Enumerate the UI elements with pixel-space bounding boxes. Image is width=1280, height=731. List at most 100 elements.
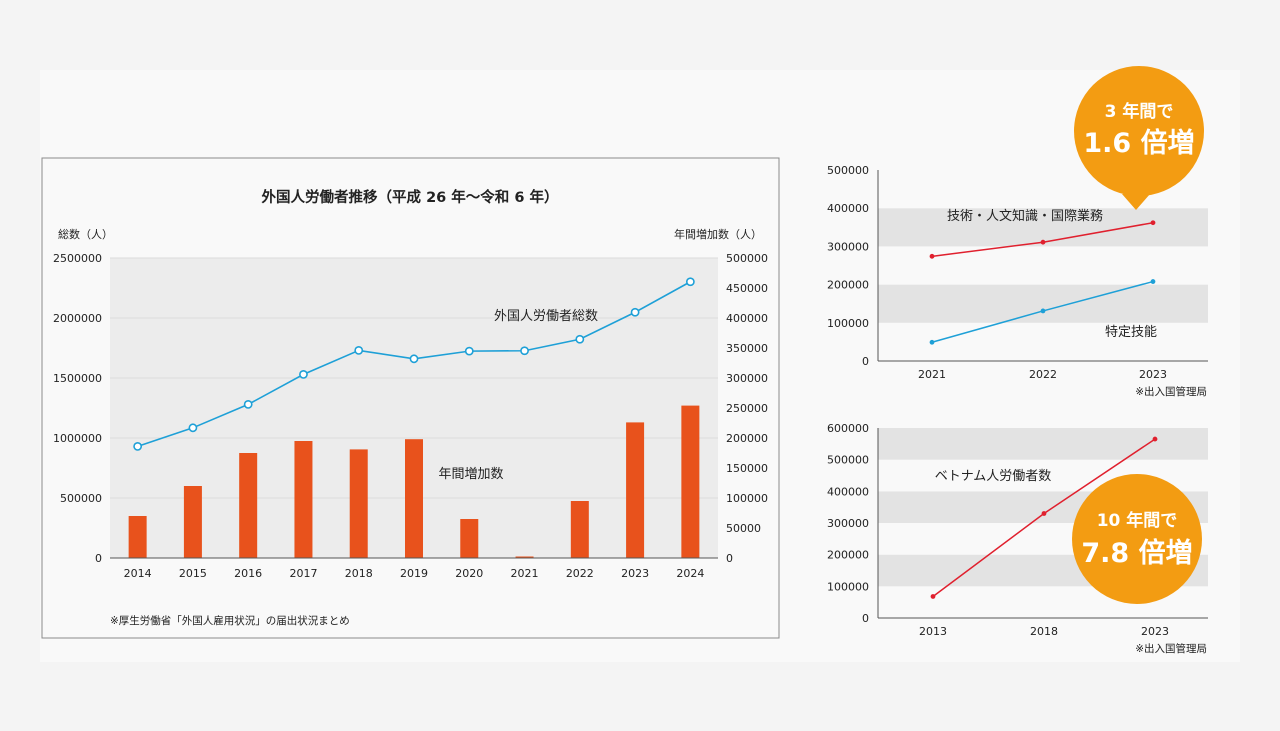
right-tick-label: 300000: [726, 372, 768, 385]
x-tick-label: 2014: [124, 567, 152, 580]
x-tick-label: 2020: [455, 567, 483, 580]
callout-2-circle: [1072, 474, 1202, 604]
x-tick-label: 2016: [234, 567, 262, 580]
series-point: [1152, 436, 1158, 442]
total-workers-point: [630, 307, 640, 317]
increase-bar: [183, 486, 202, 558]
left-tick-label: 2500000: [53, 252, 102, 265]
right-tick-label: 50000: [726, 522, 761, 535]
left-tick-label: 2000000: [53, 312, 102, 325]
main-source-note: ※厚生労働省「外国人雇用状況」の届出状況まとめ: [110, 614, 350, 627]
x-tick-label: 2023: [1139, 368, 1167, 381]
x-tick-label: 2024: [676, 567, 704, 580]
right-tick-label: 350000: [726, 342, 768, 355]
band: [878, 322, 1208, 361]
y-tick-label: 400000: [827, 485, 869, 498]
y-tick-label: 400000: [827, 202, 869, 215]
total-workers-point: [409, 354, 419, 364]
total-workers-point: [299, 369, 308, 379]
callout-bubble-1: 3 年間で 1.6 倍増: [1074, 66, 1204, 210]
y-tick-label: 100000: [827, 317, 869, 330]
right-tick-label: 450000: [726, 282, 768, 295]
right-tick-label: 250000: [726, 402, 768, 415]
callout-1-pointer: [1122, 194, 1150, 210]
increase-bar: [294, 441, 313, 558]
x-tick-label: 2019: [400, 567, 428, 580]
y-tick-label: 200000: [827, 549, 869, 562]
left-axis-label: 総数（人）: [58, 227, 113, 241]
bar-series-label: 年間増加数: [438, 467, 503, 482]
increase-bar: [405, 439, 423, 558]
increase-bar: [626, 422, 645, 558]
total-workers-point: [575, 334, 585, 344]
x-tick-label: 2018: [345, 567, 373, 580]
x-tick-label: 2013: [919, 625, 947, 638]
left-tick-label: 1500000: [53, 372, 102, 385]
band: [878, 428, 1208, 460]
band: [878, 246, 1208, 285]
increase-bar: [460, 519, 479, 558]
x-tick-label: 2017: [289, 567, 317, 580]
increase-bar: [239, 453, 258, 558]
total-workers-point: [685, 277, 695, 287]
right-tick-label: 100000: [726, 492, 768, 505]
x-tick-label: 2023: [1141, 625, 1169, 638]
right-axis-label: 年間増加数（人）: [674, 227, 762, 241]
y-tick-label: 100000: [827, 580, 869, 593]
y-tick-label: 200000: [827, 279, 869, 292]
y-tick-label: 0: [862, 612, 869, 625]
x-tick-label: 2021: [918, 368, 946, 381]
increase-bar: [681, 405, 700, 558]
increase-bar: [570, 501, 589, 558]
total-workers-point: [188, 423, 198, 433]
chart2-series-label: ベトナム人労働者数: [935, 469, 1052, 484]
series-point: [1040, 308, 1046, 314]
right-tick-label: 500000: [726, 252, 768, 265]
series-point: [929, 253, 935, 259]
line-series-label: 外国人労働者総数: [494, 309, 598, 324]
total-workers-point: [520, 346, 529, 356]
x-tick-label: 2022: [1029, 368, 1057, 381]
right-tick-label: 0: [726, 552, 733, 565]
chart1-red-series-label: 技術・人文知識・国際業務: [947, 208, 1103, 224]
series-point: [1150, 220, 1156, 226]
left-tick-label: 0: [95, 552, 102, 565]
y-tick-label: 0: [862, 355, 869, 368]
increase-bar: [515, 556, 534, 558]
series-point: [1041, 511, 1047, 516]
series-point: [930, 594, 936, 599]
callout-1-circle: [1074, 66, 1204, 196]
callout-1-line1: 3 年間で: [1105, 101, 1174, 122]
series-point: [1150, 279, 1156, 284]
chart1-blue-series-label: 特定技能: [1105, 325, 1157, 340]
callout-bubble-2: 10 年間で 7.8 倍増: [1072, 474, 1202, 604]
callout-2-line2: 7.8 倍増: [1081, 537, 1192, 569]
x-tick-label: 2022: [566, 567, 594, 580]
left-tick-label: 500000: [60, 492, 102, 505]
increase-bar: [349, 449, 368, 558]
series-point: [929, 339, 935, 345]
callout-2-line1: 10 年間で: [1097, 510, 1178, 531]
total-workers-point: [464, 346, 474, 356]
total-workers-point: [354, 345, 364, 355]
total-workers-point: [243, 399, 253, 409]
right-tick-label: 150000: [726, 462, 768, 475]
band: [878, 284, 1208, 323]
left-tick-label: 1000000: [53, 432, 102, 445]
y-tick-label: 500000: [827, 454, 869, 467]
right-tick-label: 400000: [726, 312, 768, 325]
increase-bar: [128, 516, 147, 558]
callout-1-line2: 1.6 倍増: [1083, 127, 1194, 159]
x-tick-label: 2023: [621, 567, 649, 580]
main-chart-title: 外国人労働者推移（平成 26 年〜令和 6 年）: [262, 188, 559, 206]
x-tick-label: 2015: [179, 567, 207, 580]
chart2-source-note: ※出入国管理局: [1135, 642, 1207, 655]
series-point: [1040, 239, 1046, 245]
right-tick-label: 200000: [726, 432, 768, 445]
chart1-source-note: ※出入国管理局: [1135, 385, 1207, 398]
y-tick-label: 300000: [827, 517, 869, 530]
y-tick-label: 600000: [827, 422, 869, 435]
y-tick-label: 500000: [827, 164, 869, 177]
